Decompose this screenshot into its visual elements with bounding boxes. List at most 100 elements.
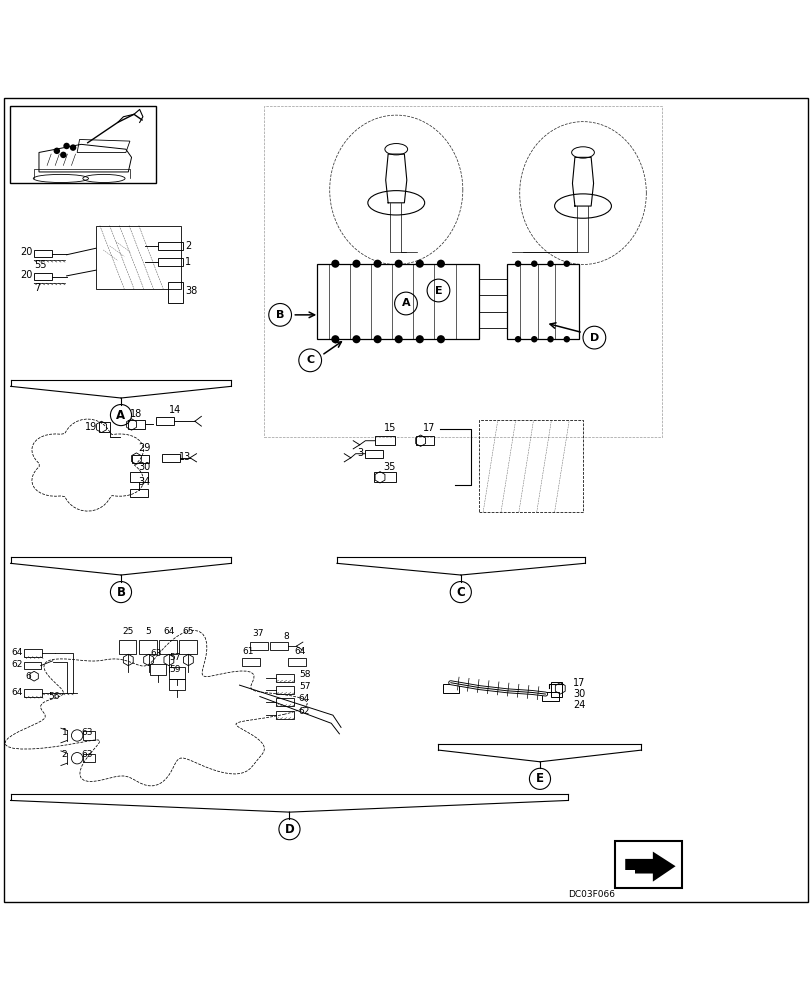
Bar <box>168 282 182 303</box>
Circle shape <box>331 260 339 268</box>
Text: 19: 19 <box>85 422 97 432</box>
Circle shape <box>373 335 381 343</box>
Text: 3: 3 <box>356 448 363 458</box>
Text: 57: 57 <box>298 682 310 691</box>
Bar <box>242 658 260 666</box>
Text: 57: 57 <box>169 653 180 662</box>
Text: 34: 34 <box>138 477 151 487</box>
Bar <box>130 489 148 497</box>
Polygon shape <box>624 870 634 874</box>
Bar <box>270 642 288 650</box>
Text: 59: 59 <box>169 665 180 674</box>
Circle shape <box>60 152 67 158</box>
Text: C: C <box>306 355 314 365</box>
Circle shape <box>436 260 444 268</box>
Circle shape <box>415 335 423 343</box>
Bar <box>276 711 294 719</box>
Text: 62: 62 <box>11 660 23 669</box>
Text: 17: 17 <box>422 423 435 433</box>
Text: 7: 7 <box>34 283 41 293</box>
Circle shape <box>436 335 444 343</box>
Text: 17: 17 <box>573 678 585 688</box>
Circle shape <box>514 336 521 342</box>
Polygon shape <box>624 852 675 882</box>
Text: A: A <box>116 409 126 422</box>
Text: 37: 37 <box>252 629 264 638</box>
Bar <box>150 664 166 675</box>
Text: 1: 1 <box>62 728 67 737</box>
Bar <box>96 226 181 289</box>
Text: 38: 38 <box>185 286 197 296</box>
Text: 56: 56 <box>49 692 60 701</box>
Text: 25: 25 <box>122 627 134 636</box>
Text: 2: 2 <box>185 241 191 251</box>
Text: 18: 18 <box>130 409 143 419</box>
Circle shape <box>54 148 60 154</box>
Bar <box>415 436 433 445</box>
Circle shape <box>394 335 402 343</box>
Text: 63: 63 <box>150 649 161 658</box>
Text: E: E <box>434 286 442 296</box>
Bar <box>128 420 144 429</box>
Text: DC03F066: DC03F066 <box>568 890 615 899</box>
Text: 64: 64 <box>11 648 23 657</box>
Bar <box>507 264 578 339</box>
Text: 20: 20 <box>20 247 32 257</box>
Text: 62: 62 <box>298 707 310 716</box>
Text: 1: 1 <box>185 257 191 267</box>
Bar <box>542 692 558 701</box>
Circle shape <box>373 260 381 268</box>
Text: 64: 64 <box>11 688 23 697</box>
Circle shape <box>530 336 537 342</box>
Text: 64: 64 <box>298 694 310 703</box>
Bar <box>162 454 180 462</box>
Text: A: A <box>401 298 410 308</box>
Text: 6: 6 <box>25 672 31 681</box>
Bar <box>130 472 148 482</box>
Bar <box>24 662 41 669</box>
Bar <box>178 640 196 654</box>
Circle shape <box>331 335 339 343</box>
Text: 24: 24 <box>573 700 585 710</box>
Bar <box>169 667 185 679</box>
Text: B: B <box>116 586 126 599</box>
Circle shape <box>563 336 569 342</box>
Text: 29: 29 <box>138 443 151 453</box>
Text: 65: 65 <box>182 627 194 636</box>
Bar <box>276 698 294 706</box>
Circle shape <box>352 260 360 268</box>
Text: 30: 30 <box>138 462 151 472</box>
Text: 30: 30 <box>573 689 585 699</box>
Text: D: D <box>589 333 599 343</box>
Bar <box>550 682 561 697</box>
Bar <box>250 642 268 650</box>
Text: 2: 2 <box>62 750 67 759</box>
Bar <box>169 679 185 690</box>
Text: C: C <box>456 586 465 599</box>
Text: 55: 55 <box>34 260 46 270</box>
Bar <box>158 242 182 250</box>
Circle shape <box>394 260 402 268</box>
Bar <box>316 264 478 339</box>
Circle shape <box>563 260 569 267</box>
Text: 5: 5 <box>145 627 152 636</box>
Bar <box>158 258 182 266</box>
Bar <box>131 455 149 463</box>
Text: 20: 20 <box>20 270 32 280</box>
Text: E: E <box>535 772 543 785</box>
Circle shape <box>547 336 553 342</box>
Bar <box>83 754 95 762</box>
Text: 64: 64 <box>163 627 174 636</box>
Bar <box>375 436 395 445</box>
Text: 63: 63 <box>81 750 92 759</box>
Bar <box>83 731 95 740</box>
Text: 15: 15 <box>383 423 396 433</box>
Circle shape <box>530 260 537 267</box>
Circle shape <box>415 260 423 268</box>
Text: 64: 64 <box>294 647 306 656</box>
Bar <box>365 450 383 458</box>
Circle shape <box>70 144 76 151</box>
Text: 63: 63 <box>81 728 92 737</box>
Text: 8: 8 <box>282 632 289 641</box>
Text: 13: 13 <box>178 452 191 462</box>
